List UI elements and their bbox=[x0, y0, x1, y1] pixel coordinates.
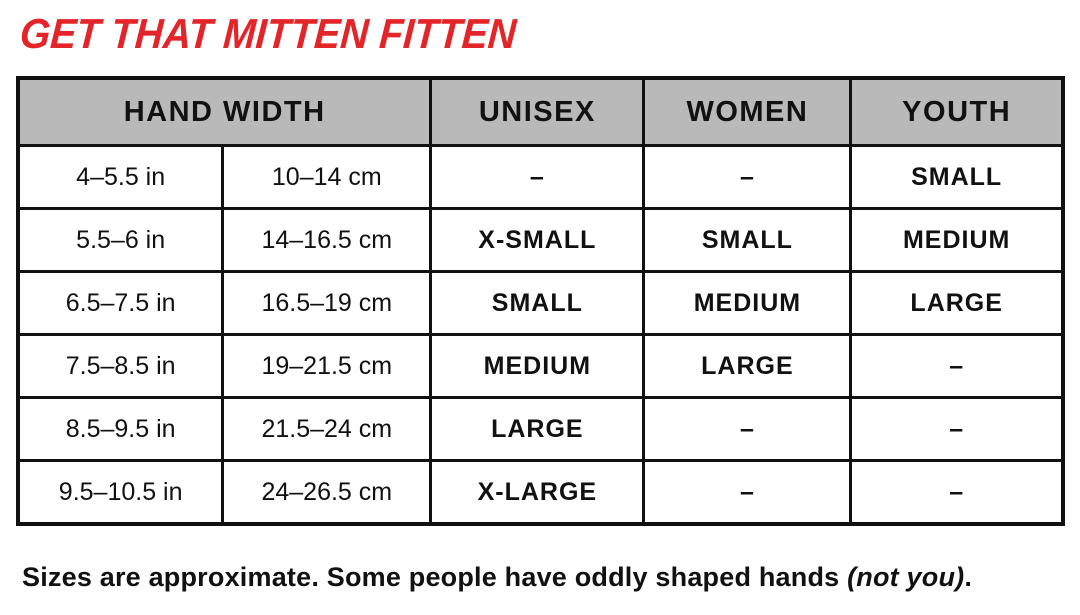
cell-women-size: – bbox=[642, 396, 853, 462]
cell-inches: 7.5–8.5 in bbox=[16, 333, 225, 399]
cell-youth-size: – bbox=[849, 396, 1065, 462]
table-row: 9.5–10.5 in 24–26.5 cm X-LARGE – – bbox=[16, 459, 1065, 526]
cell-unisex-size: – bbox=[429, 144, 646, 210]
cell-youth-size: – bbox=[849, 333, 1065, 399]
cell-women-size: – bbox=[642, 144, 853, 210]
cell-inches: 8.5–9.5 in bbox=[16, 396, 225, 462]
footnote-period: . bbox=[964, 562, 973, 592]
footnote-italic-aside: (not you) bbox=[847, 562, 965, 592]
table-row: 7.5–8.5 in 19–21.5 cm MEDIUM LARGE – bbox=[16, 333, 1065, 399]
cell-youth-size: LARGE bbox=[849, 270, 1065, 336]
table-row: 6.5–7.5 in 16.5–19 cm SMALL MEDIUM LARGE bbox=[16, 270, 1065, 336]
cell-unisex-size: LARGE bbox=[429, 396, 646, 462]
cell-centimeters: 21.5–24 cm bbox=[221, 396, 433, 462]
page-title: GET THAT MITTEN FITTEN bbox=[18, 10, 518, 57]
header-women: WOMEN bbox=[642, 76, 853, 147]
table-row: 8.5–9.5 in 21.5–24 cm LARGE – – bbox=[16, 396, 1065, 462]
cell-centimeters: 14–16.5 cm bbox=[221, 207, 433, 273]
cell-centimeters: 19–21.5 cm bbox=[221, 333, 433, 399]
cell-women-size: MEDIUM bbox=[642, 270, 853, 336]
cell-centimeters: 10–14 cm bbox=[221, 144, 433, 210]
cell-women-size: LARGE bbox=[642, 333, 853, 399]
cell-centimeters: 16.5–19 cm bbox=[221, 270, 433, 336]
cell-youth-size: SMALL bbox=[849, 144, 1065, 210]
cell-unisex-size: MEDIUM bbox=[429, 333, 646, 399]
footnote: Sizes are approximate. Some people have … bbox=[22, 562, 972, 593]
cell-unisex-size: X-LARGE bbox=[429, 459, 646, 526]
header-row: HAND WIDTH UNISEX WOMEN YOUTH bbox=[16, 76, 1065, 147]
header-youth: YOUTH bbox=[849, 76, 1065, 147]
cell-inches: 6.5–7.5 in bbox=[16, 270, 225, 336]
table-row: 5.5–6 in 14–16.5 cm X-SMALL SMALL MEDIUM bbox=[16, 207, 1065, 273]
cell-unisex-size: X-SMALL bbox=[429, 207, 646, 273]
table-row: 4–5.5 in 10–14 cm – – SMALL bbox=[16, 144, 1065, 210]
cell-youth-size: MEDIUM bbox=[849, 207, 1065, 273]
cell-youth-size: – bbox=[849, 459, 1065, 526]
cell-unisex-size: SMALL bbox=[429, 270, 646, 336]
cell-inches: 9.5–10.5 in bbox=[16, 459, 225, 526]
cell-women-size: SMALL bbox=[642, 207, 853, 273]
cell-inches: 4–5.5 in bbox=[16, 144, 225, 210]
header-hand-width: HAND WIDTH bbox=[16, 76, 433, 147]
header-unisex: UNISEX bbox=[429, 76, 646, 147]
size-chart-table: HAND WIDTH UNISEX WOMEN YOUTH 4–5.5 in 1… bbox=[16, 76, 1065, 526]
cell-centimeters: 24–26.5 cm bbox=[221, 459, 433, 526]
footnote-main-text: Sizes are approximate. Some people have … bbox=[22, 562, 848, 592]
cell-women-size: – bbox=[642, 459, 853, 526]
cell-inches: 5.5–6 in bbox=[16, 207, 225, 273]
